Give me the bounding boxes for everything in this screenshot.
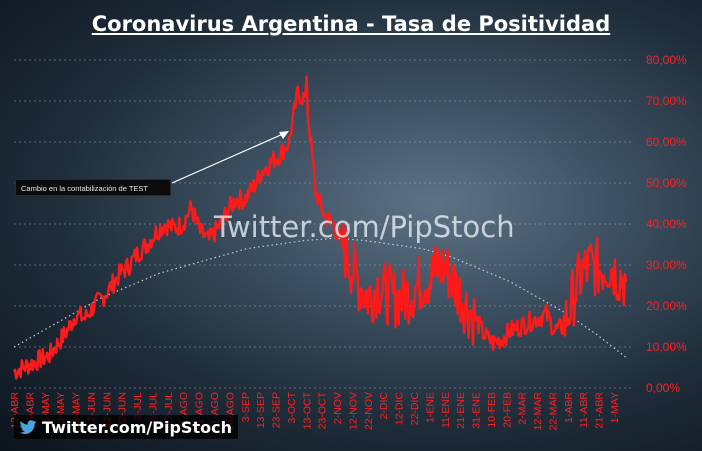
watermark-text: Twitter.com/PipStoch: [214, 210, 515, 244]
y-axis-tick-labels: 0,00% 10,00% 20,00% 30,00% 40,00% 50,00% 60,00…: [646, 53, 687, 395]
x-tick-label: 2-JUN: [86, 392, 98, 422]
positivity-line: [12, 75, 628, 380]
x-tick-label: 21-ABR: [594, 392, 606, 429]
y-tick-label: 30,00%: [646, 258, 687, 272]
x-tick-label: 12-NOV: [347, 392, 359, 430]
y-tick-label: 50,00%: [646, 176, 687, 190]
x-tick-label: 3-OCT: [286, 391, 298, 423]
chart-title: Coronavirus Argentina - Tasa de Positivi…: [91, 12, 611, 36]
x-tick-label: 2-JUL: [132, 392, 144, 420]
x-tick-label: 11-ABR: [578, 392, 590, 428]
positivity-series: [12, 75, 628, 380]
y-tick-label: 70,00%: [646, 94, 687, 108]
twitter-handle-text: Twitter.com/PipStoch: [42, 417, 232, 437]
x-tick-label: 1-ABR: [563, 392, 575, 423]
arrow-shaft: [171, 133, 284, 184]
x-tick-label: 31-ENE: [471, 392, 483, 429]
x-tick-label: 22-NOV: [363, 392, 375, 430]
y-tick-label: 40,00%: [646, 217, 687, 231]
twitter-bird-icon: [19, 420, 37, 434]
annotation-box: Cambio en la contabilización de TEST: [15, 179, 171, 196]
y-tick-label: 0,00%: [646, 381, 680, 395]
annotation-arrow: [171, 131, 289, 184]
x-tick-label: 12-MAR: [532, 392, 544, 431]
x-tick-label: 20-FEB: [501, 392, 513, 428]
x-tick-label: 2-MAR: [517, 392, 529, 425]
x-tick-label: 2-DIC: [378, 392, 390, 420]
x-axis-tick-labels: 13-ABR 23-ABR 3-MAY 13-MAY 23-MAY 2-JUN 12-JUN…: [9, 391, 621, 430]
x-tick-label: 23-SEP: [271, 392, 283, 428]
trend-line: [13, 237, 627, 358]
x-tick-label: 2-NOV: [332, 392, 344, 424]
x-tick-label: 10-FEB: [486, 392, 498, 428]
x-tick-label: 22-DIC: [409, 392, 421, 426]
x-tick-label: 12-DIC: [394, 392, 406, 426]
x-tick-label: 13-SEP: [255, 392, 267, 428]
x-tick-label: 21-ENE: [455, 392, 467, 429]
x-tick-label: 1-ENE: [424, 392, 436, 423]
arrow-head: [279, 131, 289, 139]
y-tick-label: 20,00%: [646, 299, 687, 313]
y-tick-label: 80,00%: [646, 53, 687, 67]
y-tick-label: 60,00%: [646, 135, 687, 149]
x-tick-label: 13-OCT: [301, 391, 313, 429]
x-tick-label: 23-OCT: [317, 391, 329, 429]
x-tick-label: 22-MAR: [547, 392, 559, 431]
x-tick-label: 1-MAY: [609, 392, 621, 423]
gridlines: [14, 59, 634, 389]
x-tick-label: 3-SEP: [240, 392, 252, 422]
y-tick-label: 10,00%: [646, 340, 687, 354]
trend-curve: [13, 237, 627, 358]
x-tick-label: 11-ENE: [440, 392, 452, 428]
twitter-handle-badge[interactable]: Twitter.com/PipStoch: [14, 415, 238, 439]
